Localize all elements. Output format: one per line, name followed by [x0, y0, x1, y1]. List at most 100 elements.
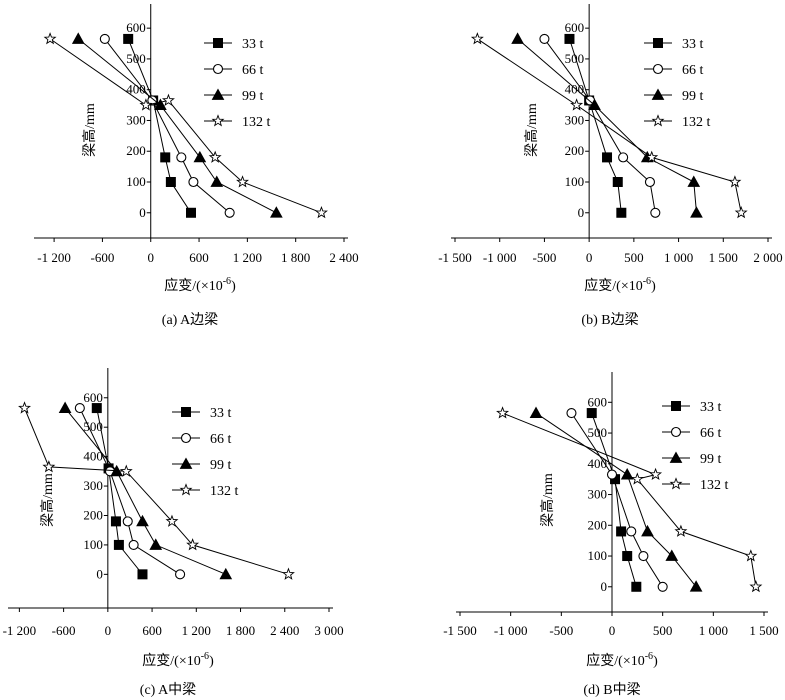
x-tick-label: 0 — [609, 623, 616, 638]
y-tick-label: 100 — [83, 537, 103, 552]
data-point-33t — [91, 403, 102, 414]
series-line-66t — [543, 38, 656, 213]
y-tick-label: 400 — [83, 449, 103, 464]
y-tick-label: 600 — [565, 20, 585, 35]
data-point-66t — [175, 569, 186, 580]
x-tick-label: -600 — [52, 623, 76, 638]
legend-marker — [671, 401, 681, 411]
data-point-132t — [281, 567, 295, 580]
x-tick-label: 600 — [142, 623, 162, 638]
chart-panel-3: 0 100 200 300 400 500 600 -1 200 -600 0 600 1 200 1 … — [3, 368, 344, 698]
x-tick-label: 600 — [189, 250, 209, 265]
x-tick-label: 1 200 — [233, 250, 262, 265]
legend-marker — [213, 38, 223, 48]
data-point-132t — [728, 175, 742, 188]
legend-marker — [181, 407, 191, 417]
y-tick-label: 400 — [126, 82, 146, 97]
data-point-33t — [616, 526, 627, 537]
y-tick-label: 100 — [565, 174, 585, 189]
legend-marker — [652, 63, 664, 75]
legend-marker — [669, 477, 683, 490]
x-tick-label: -1 500 — [443, 623, 477, 638]
data-point-33t — [160, 152, 171, 163]
data-point-99t — [136, 514, 149, 527]
legend-marker — [179, 457, 193, 469]
x-tick-label: 1 800 — [281, 250, 310, 265]
data-point-132t — [165, 514, 179, 527]
data-point-33t — [564, 33, 575, 44]
data-point-132t — [649, 467, 663, 481]
x-tick-label: 500 — [653, 623, 673, 638]
legend-marker — [651, 114, 665, 127]
x-axis-label: 应变/(×10-6) — [586, 651, 658, 669]
legend-marker — [212, 63, 224, 75]
legend-label: 132 t — [700, 478, 729, 493]
data-point-132t — [496, 406, 510, 419]
y-axis-label: 梁高/mm — [523, 103, 540, 157]
data-point-33t — [165, 177, 176, 187]
data-point-99t — [641, 524, 654, 537]
legend-marker — [670, 426, 682, 438]
x-axis-label: 应变/(×10-6) — [584, 276, 656, 294]
panel-caption: (d) B中梁 — [583, 682, 640, 698]
x-tick-label: 2 400 — [329, 250, 358, 265]
data-point-132t — [43, 32, 57, 45]
panel-caption: (b) B边梁 — [581, 312, 638, 328]
x-tick-label: -500 — [549, 623, 573, 638]
data-point-132t — [470, 32, 484, 45]
series-line-132t — [24, 407, 289, 575]
x-tick-label: 1 200 — [182, 623, 211, 638]
data-point-132t — [119, 464, 133, 477]
y-tick-label: 500 — [565, 51, 585, 66]
legend-label: 33 t — [682, 37, 704, 52]
data-point-99t — [219, 567, 233, 580]
data-point-99t — [690, 206, 703, 218]
legend-label: 33 t — [242, 37, 264, 52]
y-tick-label: 600 — [126, 20, 146, 35]
legend-marker — [669, 451, 683, 463]
legend-marker — [211, 114, 225, 127]
x-tick-label: -500 — [533, 250, 557, 265]
data-point-132t — [674, 524, 688, 537]
panel-caption: (c) A中梁 — [140, 682, 196, 698]
data-point-66t — [128, 539, 139, 550]
data-point-132t — [42, 460, 56, 473]
y-tick-label: 0 — [601, 579, 608, 594]
data-point-99t — [193, 150, 207, 163]
x-tick-label: -1 200 — [3, 623, 37, 638]
y-axis-label: 梁高/mm — [81, 103, 98, 157]
data-point-99t — [620, 468, 634, 480]
y-tick-label: 0 — [578, 205, 585, 220]
legend-label: 33 t — [210, 406, 232, 421]
x-tick-label: 1 000 — [664, 250, 693, 265]
data-point-132t — [236, 175, 250, 188]
data-point-132t — [744, 549, 758, 562]
data-point-66t — [224, 207, 235, 218]
legend-label: 66 t — [682, 63, 704, 78]
data-point-66t — [650, 207, 661, 218]
data-point-132t — [734, 205, 748, 219]
legend-label: 66 t — [242, 63, 264, 78]
data-point-99t — [210, 175, 224, 187]
data-point-99t — [149, 538, 163, 550]
legend-marker — [651, 88, 665, 100]
data-point-132t — [208, 150, 222, 163]
x-tick-label: -600 — [90, 250, 114, 265]
data-point-66t — [176, 152, 187, 163]
x-tick-label: 2 400 — [270, 623, 299, 638]
data-point-99t — [511, 32, 524, 44]
legend-label: 99 t — [682, 89, 704, 104]
data-point-99t — [687, 175, 701, 187]
x-axis-label: 应变/(×10-6) — [142, 651, 214, 669]
legend-label: 33 t — [700, 400, 722, 415]
data-point-132t — [18, 401, 31, 414]
data-point-66t — [99, 33, 110, 44]
data-point-66t — [606, 469, 618, 480]
legend-marker — [211, 88, 225, 100]
y-tick-label: 200 — [565, 143, 585, 158]
data-point-66t — [566, 408, 577, 419]
data-point-99t — [588, 98, 601, 110]
